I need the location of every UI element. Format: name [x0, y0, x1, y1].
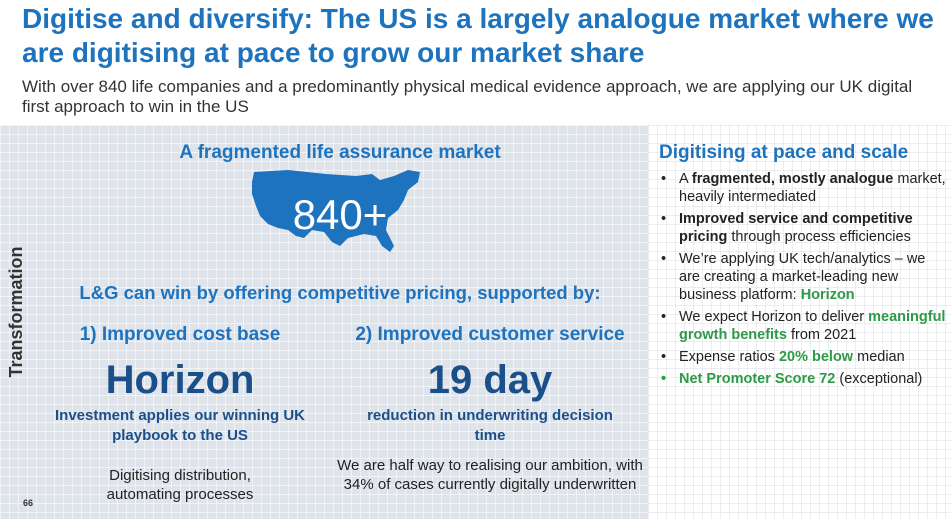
right-panel-background: [648, 125, 951, 519]
nineteen-day-subtext: reduction in underwriting decision time: [367, 407, 613, 444]
right-title: Digitising at pace and scale: [659, 142, 909, 163]
bullet-text: We expect Horizon to deliver: [679, 309, 869, 325]
horizon-body: Digitising distribution, automating proc…: [106, 467, 254, 503]
bullet-item: • Improved service and competitive pricin…: [659, 210, 949, 246]
win-title: L&G can win by offering competitive pric…: [79, 282, 601, 303]
bullet-dot-icon: •: [661, 349, 667, 365]
page-subtitle: With over 840 life companies and a predo…: [22, 77, 913, 116]
bullet-text: Net Promoter Score 72: [679, 371, 836, 387]
bullet-text: fragmented, mostly analogue: [691, 171, 894, 187]
bullet-dot-icon: •: [661, 251, 667, 267]
bullet-text: A: [679, 171, 692, 187]
nineteen-day-figure: 19 day: [427, 358, 553, 402]
nineteen-day-body: We are half way to realising our ambitio…: [337, 457, 643, 493]
bullet-text: meaningful growth benefits: [679, 309, 946, 343]
bullet-text: from 2021: [786, 327, 857, 343]
bullet-text: We’re applying UK tech/analytics – we ar…: [679, 251, 926, 303]
company-count: 840+: [292, 191, 388, 238]
bullet-item: • Net Promoter Score 72 (exceptional): [659, 370, 949, 388]
side-label: Transformation: [6, 246, 26, 378]
us-map-icon: [252, 170, 420, 252]
bullet-text: 20% below: [778, 349, 854, 365]
horizon-figure: Horizon: [105, 358, 255, 402]
bullet-item: • A fragmented, mostly analogue market, h…: [659, 170, 949, 206]
bullet-item: • We’re applying UK tech/analytics – we a…: [659, 250, 949, 304]
page-title: Digitise and diversify: The US is a larg…: [22, 3, 934, 68]
bullet-dot-icon: •: [661, 211, 667, 227]
bullet-text: Expense ratios: [679, 349, 779, 365]
bullet-text: market, heavily intermediated: [679, 171, 946, 205]
fragmented-market-title: A fragmented life assurance market: [179, 142, 501, 163]
bullet-text: Improved service and competitive pricing: [679, 211, 913, 245]
bullet-text: Horizon: [800, 287, 855, 303]
page-number: 66: [23, 498, 34, 508]
bullet-item: • We expect Horizon to deliver meaningful…: [659, 308, 949, 344]
customer-service-heading: 2) Improved customer service: [355, 324, 625, 345]
bullet-text: through process efficiencies: [727, 229, 911, 245]
horizon-subtext: Investment applies our winning UK playbo…: [54, 407, 306, 444]
cost-base-heading: 1) Improved cost base: [79, 324, 281, 345]
bullet-text: median: [853, 349, 905, 365]
bullet-dot-icon: •: [661, 309, 667, 325]
bullet-item: • Expense ratios 20% below median: [659, 348, 949, 366]
bullet-list: • A fragmented, mostly analogue market, h…: [659, 170, 949, 392]
bullet-text: (exceptional): [835, 371, 923, 387]
bullet-dot-icon: •: [661, 171, 667, 187]
bullet-dot-icon: •: [661, 371, 667, 387]
